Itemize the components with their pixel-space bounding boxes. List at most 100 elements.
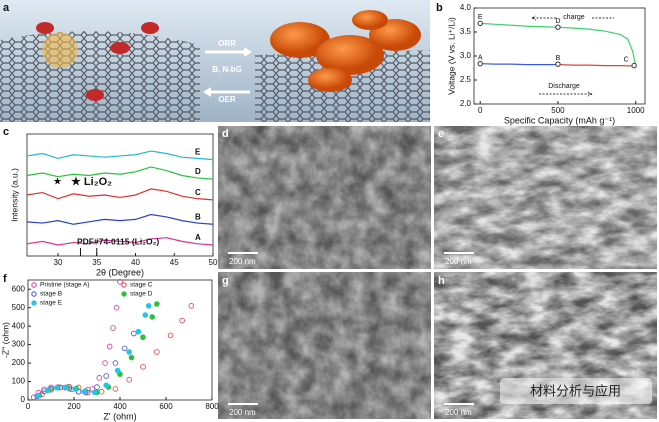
marker xyxy=(72,386,78,392)
series-label: D xyxy=(195,167,201,176)
data-line xyxy=(26,166,214,180)
panel-label: g xyxy=(222,275,229,287)
series-label: C xyxy=(195,188,201,197)
marker xyxy=(30,394,37,401)
panel-label: f xyxy=(3,273,7,285)
point xyxy=(555,61,561,67)
legend-marker xyxy=(31,291,37,297)
data-line xyxy=(557,64,636,67)
legend-label: stage B xyxy=(40,291,62,298)
marker xyxy=(131,330,137,337)
marker xyxy=(103,382,109,389)
arrow xyxy=(531,15,614,21)
marker xyxy=(142,312,149,318)
marker xyxy=(140,334,146,341)
scale-bar: 200 nm xyxy=(445,257,472,266)
watermark: 材料分析与应用 xyxy=(530,383,621,398)
marker xyxy=(44,387,51,394)
legend-label: stage C xyxy=(130,282,153,289)
y-tick-label: 3.0 xyxy=(460,51,472,60)
point xyxy=(477,20,483,27)
marker xyxy=(154,301,160,307)
x-tick-label: 1000 xyxy=(627,106,645,115)
point-label: D xyxy=(555,18,560,25)
marker xyxy=(35,393,42,399)
marker xyxy=(126,349,132,355)
point-label: C xyxy=(624,56,629,63)
x-tick-label: 0 xyxy=(478,106,483,115)
x-tick-label: 45 xyxy=(170,258,179,267)
legend-marker xyxy=(121,291,127,297)
data-line xyxy=(480,63,558,66)
x-tick-label: 50 xyxy=(209,258,218,267)
point xyxy=(631,62,637,69)
y-axis-label: Intensity (a.u.) xyxy=(9,168,19,222)
x-tick-label: 600 xyxy=(159,402,173,411)
data-line xyxy=(480,22,637,66)
y-tick-label: 500 xyxy=(12,303,26,312)
x-tick-label: 400 xyxy=(113,402,127,411)
x-tick-label: 500 xyxy=(551,106,565,115)
marker xyxy=(135,328,142,335)
data-line xyxy=(26,188,214,201)
legend-marker xyxy=(31,300,37,306)
x-tick-label: 0 xyxy=(26,402,31,411)
panel-label: a xyxy=(3,2,10,14)
marker xyxy=(121,345,128,352)
marker xyxy=(154,349,160,355)
sem-images: 200 nm 200 nm 200 nm 200 nm 材料分析与应用 xyxy=(218,126,657,419)
marker xyxy=(128,354,135,361)
arrow xyxy=(539,91,593,97)
y-tick-label: 2.5 xyxy=(460,75,472,84)
marker xyxy=(167,332,174,339)
x-tick-label: 30 xyxy=(54,258,63,267)
marker xyxy=(53,385,60,391)
marker xyxy=(188,303,195,309)
point xyxy=(555,24,561,30)
marker xyxy=(179,317,185,324)
marker xyxy=(112,386,119,392)
annotation: ★ Li₂O₂ xyxy=(71,176,112,188)
marker xyxy=(106,343,113,350)
data-line xyxy=(26,213,214,225)
y-axis-label: -Z'' (ohm) xyxy=(0,322,10,358)
annotation: charge xyxy=(563,14,585,21)
point-label: E xyxy=(478,14,483,21)
annotation: Discharge xyxy=(548,83,580,90)
scale-bar: 200 nm xyxy=(229,408,256,417)
panel-label: d xyxy=(222,128,229,140)
marker xyxy=(91,389,98,396)
scale-bar: 200 nm xyxy=(229,257,256,266)
marker xyxy=(103,373,109,379)
marker xyxy=(94,384,100,390)
series-label: A xyxy=(195,233,201,242)
legend-label: stage E xyxy=(40,300,63,307)
marker xyxy=(81,388,88,395)
marker xyxy=(140,363,146,370)
series-label: B xyxy=(195,212,201,221)
marker xyxy=(113,304,120,311)
y-tick-label: 400 xyxy=(12,321,26,330)
y-tick-label: 0 xyxy=(21,395,26,404)
axes-frame xyxy=(27,279,213,401)
panel-label: b xyxy=(436,2,443,14)
panel-label: e xyxy=(438,128,444,140)
y-tick-label: 4.0 xyxy=(460,3,472,12)
marker xyxy=(149,314,156,320)
y-tick-label: 2.0 xyxy=(460,99,472,108)
x-axis-label: 2θ (Degree) xyxy=(96,267,144,277)
annotation: ★ xyxy=(53,177,62,188)
x-tick-label: 40 xyxy=(131,258,140,267)
marker xyxy=(126,376,132,383)
marker xyxy=(110,325,116,331)
legend-marker xyxy=(121,282,127,288)
x-tick-label: 800 xyxy=(205,402,219,411)
scheme: ORR B, N-bG OER xyxy=(0,0,430,122)
x-axis-label: Specific Capacity (mAh g⁻¹) xyxy=(504,115,615,125)
scheme-text: ORR xyxy=(218,39,236,48)
y-tick-label: 100 xyxy=(12,377,26,386)
data-line xyxy=(26,150,214,161)
marker xyxy=(98,388,105,395)
scheme-text: B, N-bG xyxy=(212,65,242,74)
